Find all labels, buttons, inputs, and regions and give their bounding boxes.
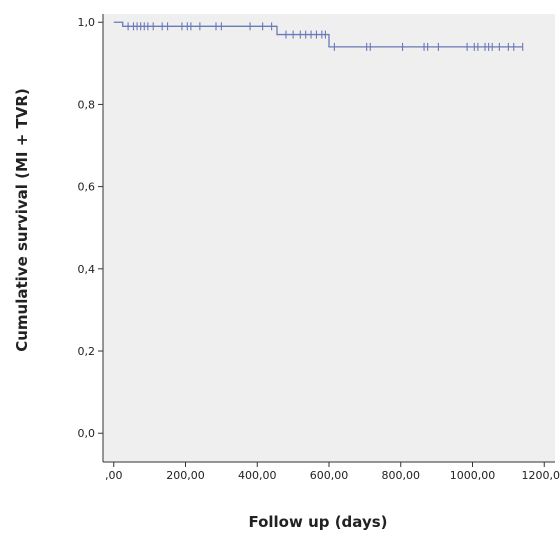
y-tick-label: 1,0: [78, 16, 96, 29]
x-tick-label: 800,00: [381, 469, 420, 482]
x-axis-title: Follow up (days): [248, 513, 387, 531]
y-tick-label: 0,2: [78, 345, 96, 358]
y-tick-label: 0,8: [78, 98, 96, 111]
y-tick-label: 0,4: [78, 263, 96, 276]
y-tick-label: 0,6: [78, 181, 96, 194]
survival-step-line: [113, 21, 523, 48]
x-tick-label: 1000,00: [450, 469, 496, 482]
x-tick-label: 200,00: [166, 469, 205, 482]
ticks-layer: 0,0 0,2 0,4 0,6 0,8 1,0 ,00 200,00 400,00 600,00 8…: [78, 16, 560, 482]
plot-area: [103, 14, 555, 462]
y-tick-label: 0,0: [78, 427, 96, 440]
x-tick-label: ,00: [105, 469, 123, 482]
x-tick-label: 1200,00: [521, 469, 560, 482]
y-axis-title: Cumulative survival (MI + TVR): [13, 88, 31, 352]
x-tick-label: 400,00: [238, 469, 277, 482]
series-layer: [113, 21, 524, 51]
x-tick-label: 600,00: [310, 469, 349, 482]
